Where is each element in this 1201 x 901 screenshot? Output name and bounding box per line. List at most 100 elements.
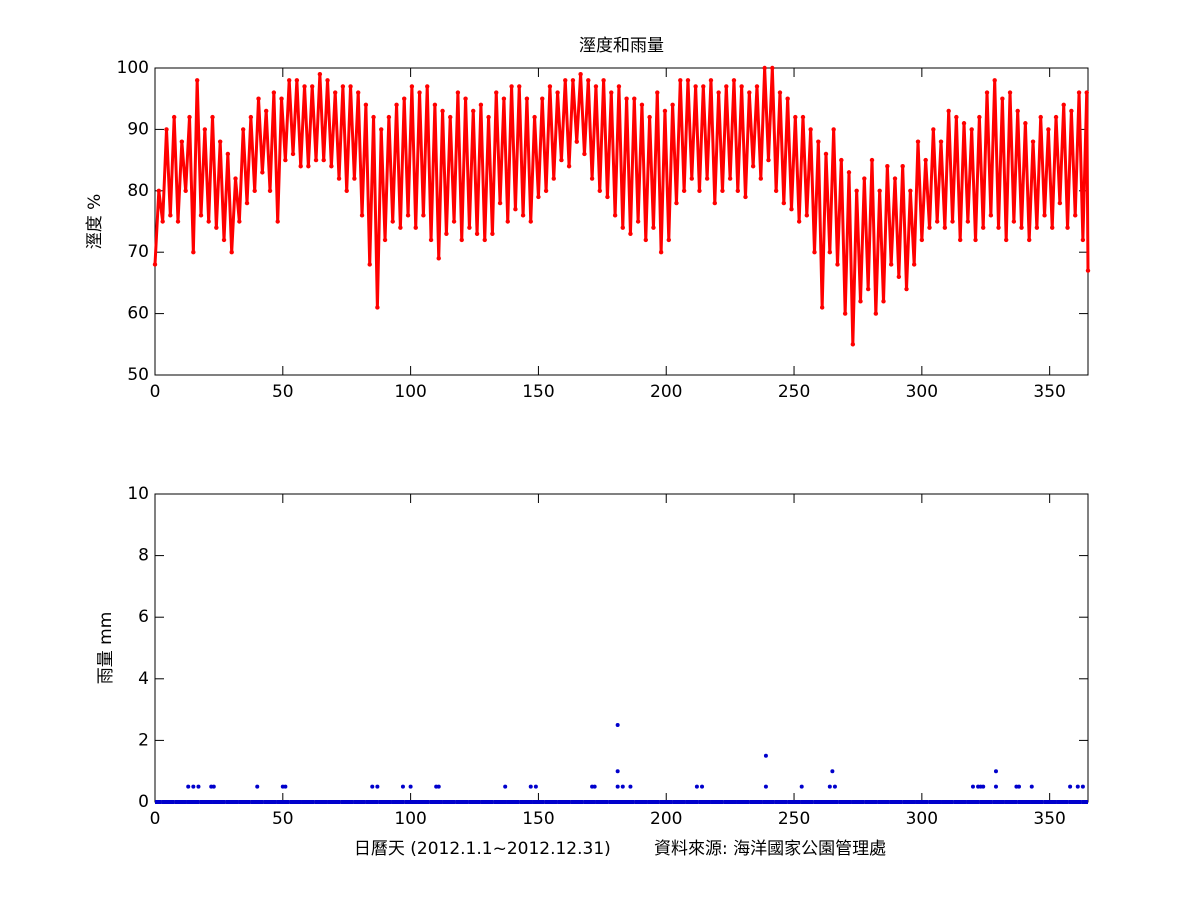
data-point	[1068, 784, 1073, 789]
data-point	[723, 800, 737, 804]
data-point	[670, 102, 675, 108]
data-point	[597, 188, 602, 193]
data-point	[413, 225, 418, 230]
data-point	[965, 219, 971, 224]
data-point	[842, 311, 848, 316]
data-point	[429, 800, 443, 804]
data-point	[544, 800, 558, 804]
data-point	[286, 78, 292, 83]
data-point	[873, 311, 879, 316]
data-point	[793, 114, 798, 120]
y-tick-label: 8	[138, 546, 149, 566]
y-tick-label: 6	[138, 607, 149, 627]
data-point	[970, 784, 975, 789]
data-point	[440, 108, 445, 114]
data-point	[697, 188, 702, 193]
data-point	[1046, 127, 1051, 132]
data-point	[957, 237, 963, 243]
data-point	[211, 784, 216, 789]
y-tick-label: 2	[138, 730, 149, 750]
data-point	[294, 78, 300, 83]
data-point	[1043, 800, 1057, 804]
data-point	[708, 78, 714, 83]
data-point	[1050, 225, 1055, 230]
data-point	[620, 225, 625, 230]
data-point	[942, 225, 948, 230]
data-point	[1034, 225, 1040, 230]
data-point	[1076, 90, 1082, 95]
y-tick-label: 80	[127, 181, 149, 201]
data-point	[336, 176, 342, 181]
data-point	[455, 800, 469, 804]
data-point	[605, 194, 610, 200]
data-point	[846, 170, 852, 175]
data-point	[229, 250, 234, 255]
data-point	[444, 231, 449, 236]
data-point	[493, 800, 507, 804]
data-point	[1029, 784, 1034, 789]
data-point	[271, 90, 277, 95]
data-point	[586, 78, 591, 83]
chart-title: 溼度和雨量	[579, 36, 664, 56]
data-point	[946, 108, 951, 114]
data-point	[915, 139, 921, 144]
data-point	[1023, 121, 1028, 126]
data-point	[838, 800, 852, 804]
data-point	[186, 800, 200, 804]
data-point	[196, 784, 201, 789]
data-point	[256, 96, 261, 101]
data-point	[979, 800, 993, 804]
data-point	[612, 213, 618, 218]
data-point	[467, 225, 472, 230]
data-point	[996, 225, 1001, 230]
x-tick-label: 300	[906, 809, 938, 829]
data-point	[766, 157, 771, 163]
data-point	[774, 800, 788, 804]
data-point	[321, 157, 326, 163]
x-tick-label: 200	[650, 382, 682, 402]
data-point	[1030, 139, 1036, 144]
data-point	[378, 800, 392, 804]
data-point	[455, 90, 461, 95]
data-point	[658, 250, 664, 255]
data-point	[352, 176, 357, 181]
data-point	[1019, 225, 1024, 230]
data-point	[781, 200, 787, 206]
data-point	[689, 176, 694, 181]
data-point	[400, 784, 405, 789]
data-point	[503, 784, 508, 789]
data-point	[816, 139, 821, 144]
data-point	[156, 188, 162, 193]
x-tick-label: 150	[522, 809, 554, 829]
data-point	[199, 800, 213, 804]
data-point	[1081, 800, 1088, 804]
data-point	[681, 188, 687, 193]
data-point	[557, 800, 571, 804]
data-point	[1030, 800, 1044, 804]
data-point	[468, 800, 481, 804]
data-point	[202, 127, 208, 132]
data-point	[198, 213, 204, 218]
data-point	[275, 219, 280, 224]
data-point	[179, 139, 185, 144]
data-point	[375, 305, 380, 310]
data-point	[973, 237, 978, 243]
data-point	[194, 78, 200, 83]
data-point	[390, 219, 395, 224]
data-point	[225, 151, 231, 157]
data-point	[210, 114, 215, 120]
data-point	[953, 800, 967, 804]
data-point	[938, 139, 944, 144]
x-tick-label: 350	[1033, 382, 1065, 402]
data-point	[363, 102, 369, 108]
data-point	[161, 800, 175, 804]
data-point	[934, 219, 940, 224]
data-point	[762, 65, 767, 71]
data-point	[1069, 108, 1074, 114]
data-point	[404, 800, 418, 804]
data-point	[310, 84, 315, 89]
data-point	[864, 800, 878, 804]
data-point	[763, 753, 768, 758]
data-point	[754, 84, 760, 89]
